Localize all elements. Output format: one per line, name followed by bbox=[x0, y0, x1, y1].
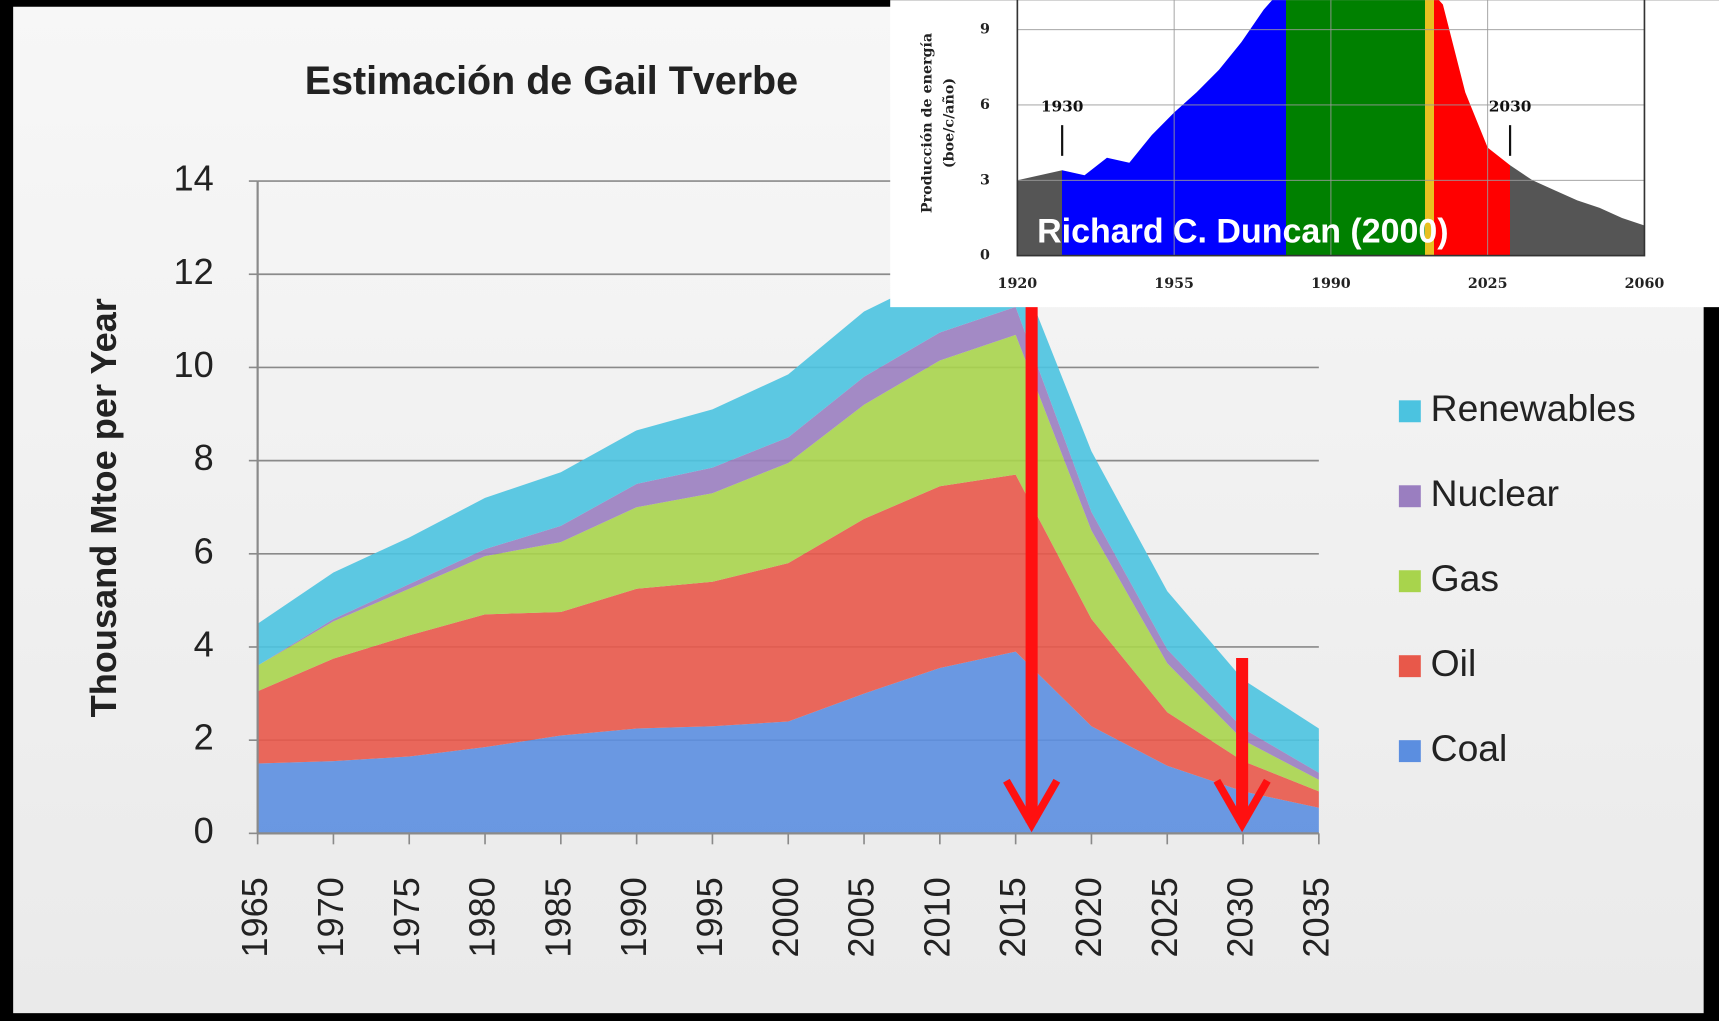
main-chart: 0 2 4 6 8 10 12 14 1965 1970 1975 1980 1985 1990 1995 2… bbox=[174, 158, 1636, 958]
legend-swatch bbox=[1398, 655, 1421, 678]
inset-chart: 0 3 6 9 1920 1955 1990 2025 2060 1930 2030 bbox=[980, 0, 1664, 292]
arrows bbox=[1003, 301, 1271, 833]
chart-title: Estimación de Gail Tverbe bbox=[305, 59, 798, 103]
x-tick-label: 1990 bbox=[613, 877, 654, 957]
x-tick-label: 2010 bbox=[916, 877, 957, 957]
x-tick-label: 1970 bbox=[310, 877, 351, 957]
x-tick-label: 1995 bbox=[689, 877, 730, 957]
x-tick-label: 1955 bbox=[1154, 276, 1194, 292]
x-tick-label: 1990 bbox=[1311, 276, 1351, 292]
x-tick-label: 2005 bbox=[841, 877, 882, 957]
x-tick-label: 2015 bbox=[992, 877, 1033, 957]
area bbox=[257, 334, 1319, 792]
areas bbox=[257, 260, 1319, 834]
legend-swatch bbox=[1398, 740, 1421, 763]
legend-label: Gas bbox=[1431, 557, 1499, 599]
legend-label: Renewables bbox=[1431, 387, 1636, 429]
y-tick-label: 14 bbox=[174, 158, 214, 199]
y-tick-label: 2 bbox=[194, 717, 214, 758]
x-tick-label: 1920 bbox=[998, 276, 1038, 292]
y-tick-label: 6 bbox=[194, 530, 214, 571]
legend-swatch bbox=[1398, 485, 1421, 508]
inset-annotation: Richard C. Duncan (2000) bbox=[1037, 213, 1449, 251]
y-tick-label: 0 bbox=[980, 248, 990, 264]
legend-label: Oil bbox=[1431, 642, 1477, 684]
y-tick-label: 12 bbox=[174, 251, 214, 292]
x-tick-label: 1965 bbox=[234, 877, 275, 957]
x-tick-label: 2035 bbox=[1295, 877, 1336, 957]
inset-y-title: Producción de energía bbox=[919, 33, 935, 213]
x-tick-label: 1980 bbox=[462, 877, 503, 957]
x-tick-label: 2030 bbox=[1220, 877, 1261, 957]
area bbox=[257, 260, 1319, 773]
y-tick-label: 8 bbox=[194, 437, 214, 478]
legend-swatch bbox=[1398, 570, 1421, 593]
legend-label: Nuclear bbox=[1431, 472, 1559, 514]
x-tick-label: 2060 bbox=[1625, 276, 1665, 292]
y-tick-label: 4 bbox=[194, 624, 214, 665]
x-tick-label: 1985 bbox=[537, 877, 578, 957]
y-tick-label: 9 bbox=[980, 22, 990, 38]
area bbox=[257, 306, 1319, 780]
y-tick-label: 10 bbox=[174, 344, 214, 385]
x-tick-label: 2020 bbox=[1068, 877, 1109, 957]
x-tick-label: 2025 bbox=[1144, 877, 1185, 957]
legend-label: Coal bbox=[1431, 727, 1508, 769]
arrow-head bbox=[1003, 778, 1061, 833]
x-tick-label: 2000 bbox=[765, 877, 806, 957]
inset-frame bbox=[1016, 0, 1646, 257]
y-tick-label: 3 bbox=[980, 172, 990, 188]
area bbox=[257, 474, 1319, 808]
x-tick-label: 2025 bbox=[1468, 276, 1508, 292]
inset-y-title: (boe/c/año) bbox=[940, 78, 957, 168]
marker-label: 2030 bbox=[1489, 98, 1532, 116]
legend-swatch bbox=[1398, 400, 1421, 423]
marker-label: 1930 bbox=[1041, 98, 1084, 116]
y-tick-label: 0 bbox=[194, 810, 214, 851]
arrow-head bbox=[1213, 778, 1271, 833]
x-tick-label: 1975 bbox=[386, 877, 427, 957]
y-axis-title: Thousand Mtoe per Year bbox=[83, 298, 124, 717]
y-tick-label: 6 bbox=[980, 97, 990, 113]
